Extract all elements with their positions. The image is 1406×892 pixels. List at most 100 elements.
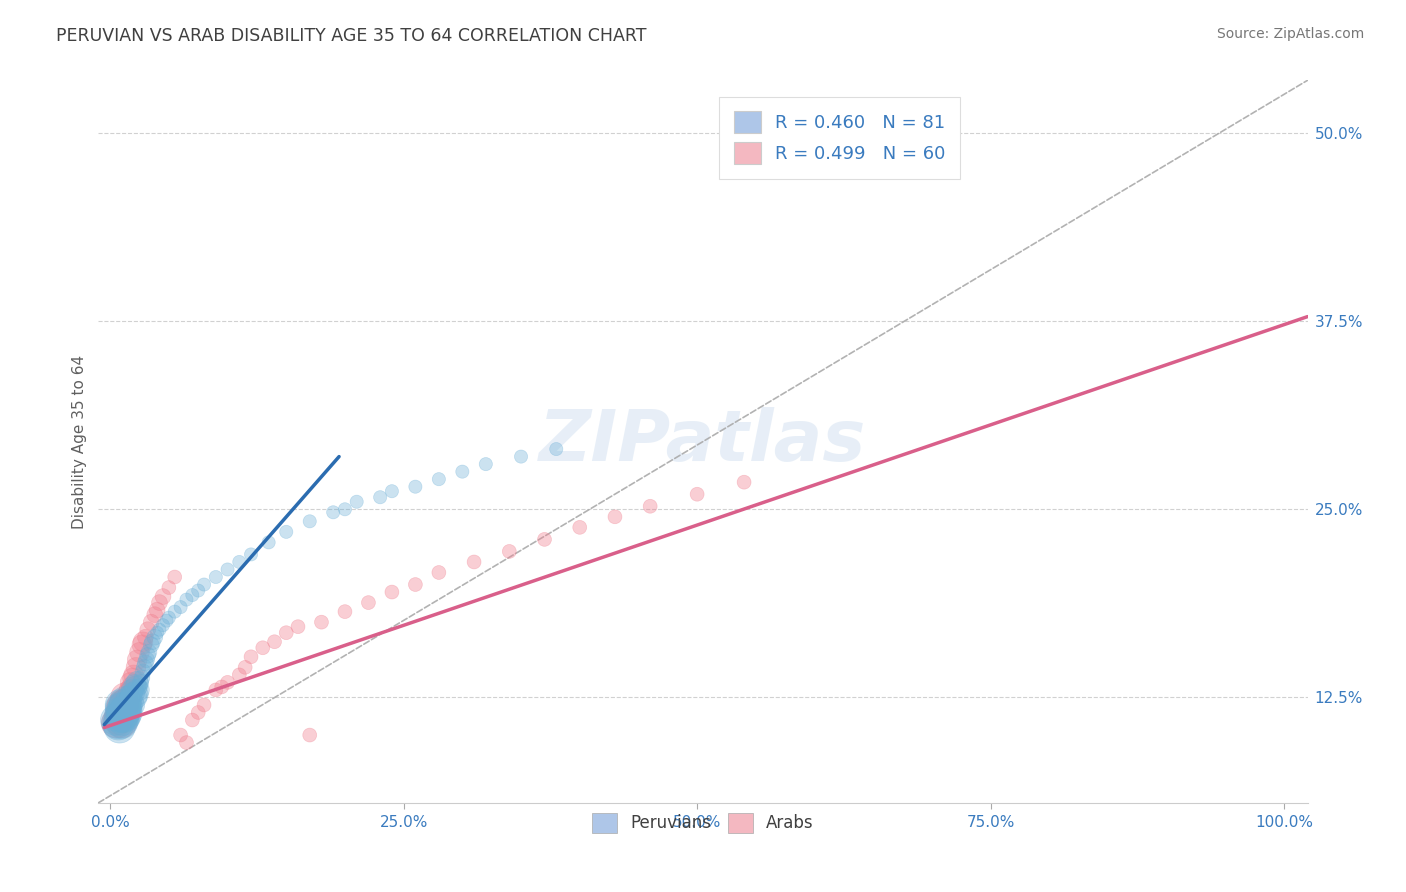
Point xyxy=(568,520,591,534)
Point xyxy=(346,494,368,508)
Point xyxy=(122,668,145,682)
Point xyxy=(298,514,321,528)
Point xyxy=(120,698,142,712)
Point xyxy=(381,484,404,499)
Point xyxy=(141,634,163,648)
Point xyxy=(233,660,256,674)
Point xyxy=(217,675,239,690)
Point xyxy=(276,625,298,640)
Point xyxy=(427,566,450,580)
Point xyxy=(112,698,135,712)
Point xyxy=(132,665,155,679)
Point xyxy=(132,634,155,648)
Point xyxy=(120,690,142,705)
Point xyxy=(110,698,132,712)
Point xyxy=(127,687,149,701)
Point xyxy=(510,450,533,464)
Point xyxy=(181,713,204,727)
Point xyxy=(135,653,157,667)
Point xyxy=(110,701,132,715)
Point xyxy=(228,555,250,569)
Point xyxy=(157,581,180,595)
Point xyxy=(193,577,215,591)
Point xyxy=(204,682,226,697)
Point xyxy=(114,690,136,705)
Point xyxy=(475,457,498,471)
Point xyxy=(333,502,356,516)
Point xyxy=(187,583,209,598)
Point xyxy=(217,562,239,576)
Point xyxy=(125,680,148,694)
Point xyxy=(111,716,134,731)
Point xyxy=(115,701,138,715)
Point xyxy=(287,620,309,634)
Point xyxy=(276,524,298,539)
Point xyxy=(134,656,156,670)
Point xyxy=(298,728,321,742)
Point xyxy=(118,704,141,718)
Point xyxy=(733,475,755,490)
Point xyxy=(193,698,215,712)
Point xyxy=(252,640,274,655)
Point xyxy=(121,682,143,697)
Point xyxy=(122,698,145,712)
Point xyxy=(115,706,138,720)
Point xyxy=(136,648,159,663)
Point xyxy=(105,713,128,727)
Point xyxy=(118,682,141,697)
Point xyxy=(110,701,132,715)
Legend: Peruvians, Arabs: Peruvians, Arabs xyxy=(583,805,823,841)
Point xyxy=(148,596,170,610)
Point xyxy=(163,605,186,619)
Point xyxy=(120,701,142,715)
Point xyxy=(128,680,150,694)
Point xyxy=(118,695,141,709)
Point xyxy=(141,615,163,630)
Point xyxy=(108,710,131,724)
Point xyxy=(143,630,166,644)
Point xyxy=(114,695,136,709)
Point xyxy=(381,585,404,599)
Point xyxy=(263,634,285,648)
Point xyxy=(107,717,129,731)
Point xyxy=(176,592,198,607)
Point xyxy=(131,638,153,652)
Point xyxy=(240,548,263,562)
Point xyxy=(108,721,131,735)
Point xyxy=(451,465,474,479)
Point xyxy=(134,630,156,644)
Point xyxy=(546,442,568,456)
Point xyxy=(157,610,180,624)
Y-axis label: Disability Age 35 to 64: Disability Age 35 to 64 xyxy=(72,354,87,529)
Point xyxy=(143,607,166,622)
Point xyxy=(533,533,555,547)
Point xyxy=(148,623,170,637)
Point xyxy=(136,623,159,637)
Point xyxy=(134,660,156,674)
Point xyxy=(187,706,209,720)
Text: Source: ZipAtlas.com: Source: ZipAtlas.com xyxy=(1216,27,1364,41)
Point xyxy=(152,590,174,604)
Point xyxy=(131,671,153,685)
Point xyxy=(169,600,191,615)
Point xyxy=(127,675,149,690)
Point xyxy=(228,668,250,682)
Point xyxy=(112,710,135,724)
Point xyxy=(114,704,136,718)
Point xyxy=(181,588,204,602)
Point xyxy=(111,710,134,724)
Point xyxy=(111,698,134,712)
Point xyxy=(117,710,139,724)
Point xyxy=(112,701,135,715)
Point xyxy=(112,698,135,712)
Point xyxy=(105,716,128,731)
Point xyxy=(463,555,485,569)
Point xyxy=(112,706,135,720)
Point xyxy=(240,649,263,664)
Text: PERUVIAN VS ARAB DISABILITY AGE 35 TO 64 CORRELATION CHART: PERUVIAN VS ARAB DISABILITY AGE 35 TO 64… xyxy=(56,27,647,45)
Point xyxy=(146,625,169,640)
Point xyxy=(108,708,131,723)
Point xyxy=(169,728,191,742)
Point xyxy=(127,653,149,667)
Point xyxy=(141,638,163,652)
